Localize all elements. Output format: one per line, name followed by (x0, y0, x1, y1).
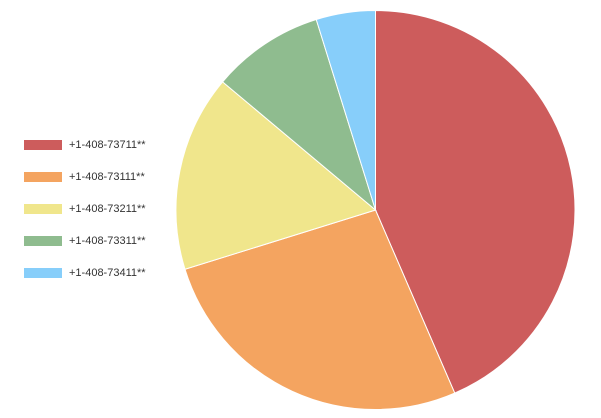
legend-label: +1-408-73711** (69, 139, 146, 151)
legend-label: +1-408-73111** (69, 171, 145, 183)
pie-slice (375, 9, 576, 394)
legend-swatch (24, 172, 62, 182)
legend-swatch (24, 268, 62, 278)
legend-label: +1-408-73411** (69, 267, 146, 279)
legend-swatch (24, 140, 62, 150)
pie-slice (175, 81, 377, 270)
legend-swatch (24, 236, 62, 246)
pie-slice (221, 18, 377, 212)
pie-slice (315, 9, 376, 211)
legend-label: +1-408-73211** (69, 203, 146, 215)
pie-slice (184, 209, 456, 410)
legend-label: +1-408-73311** (69, 235, 146, 247)
legend-swatch (24, 204, 62, 214)
